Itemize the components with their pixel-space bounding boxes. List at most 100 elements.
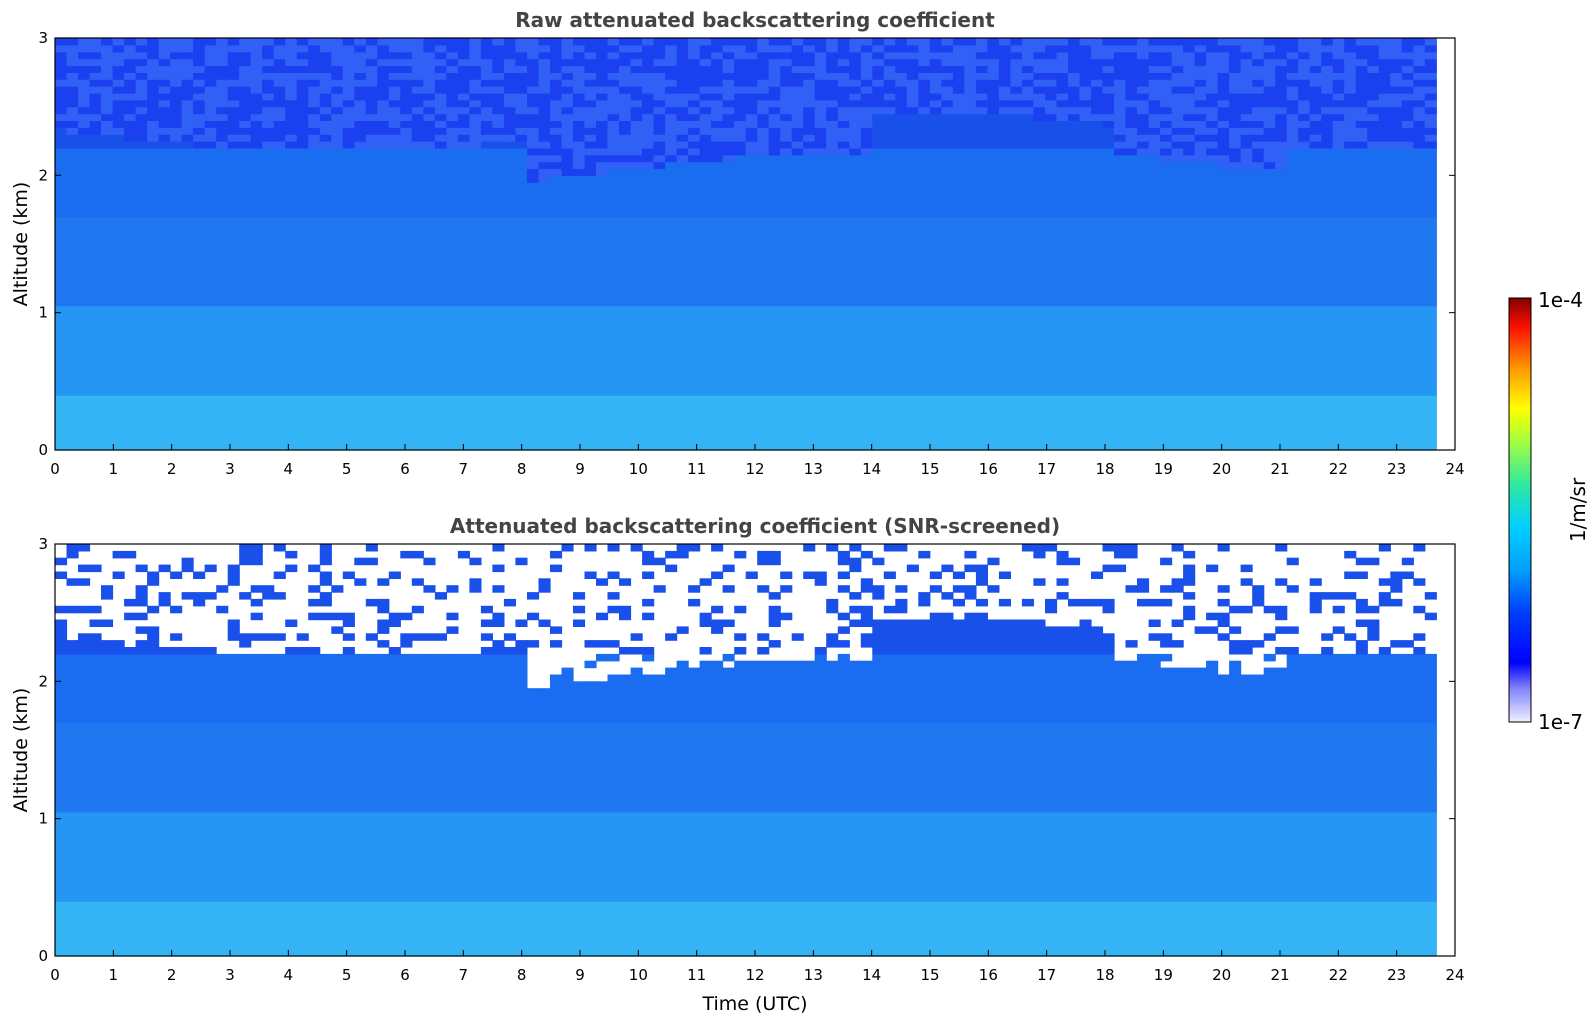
heatmap-cell <box>492 127 505 135</box>
heatmap-cell <box>78 285 91 293</box>
heatmap-cell <box>354 120 367 128</box>
heatmap-cell <box>952 182 965 190</box>
heatmap-cell <box>849 436 862 444</box>
heatmap-cell <box>446 415 459 424</box>
heatmap-cell <box>906 347 919 355</box>
heatmap-cell <box>354 106 367 115</box>
heatmap-cell <box>538 127 551 135</box>
heatmap-cell <box>239 271 252 279</box>
heatmap-cell <box>434 44 447 53</box>
heatmap-cell <box>158 319 171 327</box>
heatmap-cell <box>630 113 643 121</box>
heatmap-cell <box>941 326 954 334</box>
heatmap-cell <box>699 353 712 362</box>
heatmap-cell <box>998 237 1011 245</box>
heatmap-cell <box>411 408 424 417</box>
heatmap-cell <box>607 298 620 307</box>
heatmap-cell <box>883 168 896 176</box>
heatmap-cell <box>975 195 988 204</box>
heatmap-cell <box>814 216 827 224</box>
heatmap-cell <box>630 154 643 163</box>
heatmap-cell <box>596 271 609 279</box>
heatmap-cell <box>734 257 747 266</box>
heatmap-cell <box>193 141 206 149</box>
heatmap-cell <box>89 51 102 60</box>
heatmap-cell <box>987 92 1000 101</box>
heatmap-cell <box>665 99 678 108</box>
heatmap-cell <box>158 237 171 245</box>
heatmap-cell <box>204 182 217 190</box>
heatmap-cell <box>642 127 655 135</box>
heatmap-cell <box>377 305 390 314</box>
heatmap-cell <box>101 408 114 417</box>
heatmap-cell <box>170 429 183 437</box>
heatmap-cell <box>906 168 919 176</box>
heatmap-cell <box>538 374 551 382</box>
heatmap-cell <box>803 244 816 252</box>
heatmap-cell <box>929 244 942 252</box>
heatmap-cell <box>975 285 988 293</box>
heatmap-cell <box>285 374 298 382</box>
heatmap-cell <box>895 353 908 362</box>
heatmap-cell <box>492 38 505 46</box>
heatmap-cell <box>400 65 413 73</box>
heatmap-cell <box>803 333 816 341</box>
heatmap-cell <box>377 134 390 142</box>
heatmap-cell <box>975 161 988 170</box>
heatmap-cell <box>768 195 781 204</box>
heatmap-cell <box>814 374 827 382</box>
heatmap-cell <box>170 360 183 369</box>
heatmap-cell <box>826 51 839 60</box>
heatmap-cell <box>193 305 206 314</box>
heatmap-cell <box>734 443 747 451</box>
heatmap-cell <box>354 86 367 94</box>
heatmap-cell <box>550 292 563 300</box>
heatmap-cell <box>906 292 919 300</box>
heatmap-cell <box>768 401 781 410</box>
heatmap-cell <box>814 44 827 53</box>
heatmap-cell <box>515 92 528 101</box>
heatmap-cell <box>308 333 321 341</box>
heatmap-cell <box>780 319 793 327</box>
heatmap-cell <box>849 168 862 176</box>
heatmap-cell <box>849 271 862 279</box>
heatmap-cell <box>124 51 137 60</box>
heatmap-cell <box>722 202 735 211</box>
heatmap-cell <box>619 86 632 94</box>
heatmap-cell <box>354 127 367 135</box>
heatmap-cell <box>308 168 321 176</box>
heatmap-cell <box>814 326 827 334</box>
heatmap-cell <box>515 278 528 286</box>
heatmap-cell <box>895 202 908 211</box>
heatmap-cell <box>308 415 321 424</box>
heatmap-cell <box>826 175 839 183</box>
heatmap-cell <box>665 319 678 327</box>
heatmap-cell <box>998 106 1011 115</box>
heatmap-cell <box>803 360 816 369</box>
heatmap-cell <box>768 189 781 197</box>
heatmap-cell <box>1010 395 1023 403</box>
heatmap-cell <box>135 44 148 53</box>
heatmap-cell <box>837 326 850 334</box>
heatmap-cell <box>457 113 470 121</box>
heatmap-cell <box>906 340 919 348</box>
heatmap-cell <box>515 415 528 424</box>
heatmap-cell <box>538 278 551 286</box>
heatmap-cell <box>688 250 701 259</box>
heatmap-cell <box>469 388 482 396</box>
heatmap-cell <box>538 333 551 341</box>
heatmap-cell <box>883 250 896 259</box>
heatmap-cell <box>826 65 839 73</box>
heatmap-cell <box>354 141 367 149</box>
heatmap-cell <box>676 278 689 286</box>
heatmap-cell <box>561 113 574 121</box>
heatmap-cell <box>711 79 724 87</box>
heatmap-cell <box>354 168 367 176</box>
heatmap-cell <box>273 319 286 327</box>
heatmap-cell <box>147 395 160 403</box>
heatmap-cell <box>181 408 194 417</box>
heatmap-cell <box>734 230 747 238</box>
heatmap-cell <box>78 374 91 382</box>
heatmap-cell <box>354 312 367 321</box>
heatmap-cell <box>711 72 724 80</box>
